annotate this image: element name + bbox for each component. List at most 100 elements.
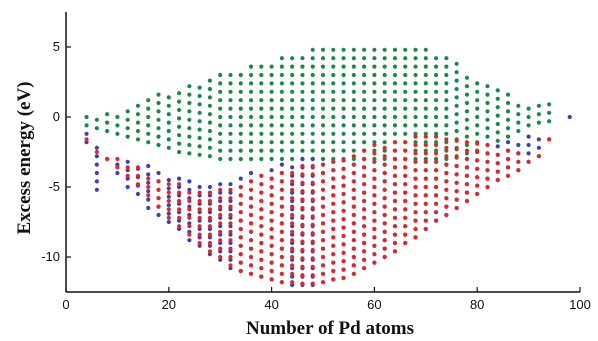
- data-point: [464, 182, 470, 187]
- data-point: [495, 121, 500, 127]
- data-point: [547, 110, 552, 115]
- data-point: [362, 198, 367, 204]
- data-point: [331, 131, 336, 136]
- data-point: [444, 145, 449, 150]
- data-point: [382, 123, 387, 128]
- data-point: [392, 165, 398, 170]
- data-point: [146, 184, 151, 190]
- data-point: [207, 224, 213, 229]
- data-point: [290, 131, 295, 136]
- data-point: [505, 134, 511, 139]
- data-point: [403, 72, 408, 78]
- data-point: [238, 201, 243, 206]
- data-point: [485, 168, 490, 173]
- data-point: [248, 254, 254, 260]
- data-point: [341, 140, 346, 145]
- data-point: [331, 64, 336, 69]
- data-point: [433, 106, 439, 111]
- data-point: [310, 205, 315, 211]
- data-point: [166, 219, 171, 225]
- data-point: [166, 112, 171, 117]
- data-point: [475, 166, 480, 171]
- data-point: [310, 106, 315, 111]
- data-point: [290, 246, 295, 251]
- data-point: [248, 238, 254, 243]
- data-point: [505, 126, 511, 131]
- data-point: [166, 145, 171, 150]
- data-point: [248, 72, 254, 78]
- data-point: [382, 89, 387, 94]
- data-point: [392, 182, 398, 187]
- data-point: [187, 126, 192, 131]
- data-point: [218, 98, 223, 103]
- data-point: [259, 224, 264, 229]
- data-point: [351, 179, 356, 184]
- data-point: [320, 246, 326, 251]
- data-point: [413, 106, 418, 111]
- data-point: [290, 106, 295, 111]
- data-point: [197, 110, 202, 115]
- data-point: [187, 190, 192, 195]
- data-point: [166, 211, 171, 216]
- data-point: [536, 120, 541, 125]
- data-point: [372, 184, 377, 190]
- data-point: [310, 163, 315, 169]
- data-point: [156, 187, 161, 192]
- data-point: [362, 114, 367, 120]
- data-point: [423, 72, 428, 78]
- data-point: [207, 184, 213, 190]
- data-point: [310, 47, 315, 52]
- data-point: [454, 95, 459, 100]
- data-point: [176, 198, 182, 204]
- data-point: [403, 190, 408, 195]
- data-point: [433, 210, 439, 215]
- data-point: [94, 117, 99, 122]
- data-point: [248, 196, 254, 201]
- data-point: [526, 134, 531, 139]
- data-point: [166, 190, 171, 195]
- data-point: [310, 264, 315, 269]
- data-point: [228, 81, 233, 86]
- data-point: [279, 271, 284, 276]
- data-point: [372, 123, 377, 128]
- data-point: [125, 109, 130, 114]
- data-point: [495, 96, 500, 101]
- data-point: [310, 98, 315, 103]
- data-point: [433, 184, 439, 190]
- data-point: [392, 140, 398, 145]
- data-point: [290, 72, 295, 78]
- data-point: [331, 168, 336, 173]
- data-point: [238, 140, 243, 145]
- data-point: [423, 176, 428, 181]
- data-point: [176, 176, 182, 181]
- data-point: [105, 112, 110, 117]
- data-point: [516, 142, 521, 148]
- data-point: [413, 151, 418, 156]
- data-point: [320, 47, 326, 52]
- data-point: [362, 240, 367, 246]
- data-point: [228, 72, 233, 78]
- data-point: [403, 207, 408, 212]
- data-point: [372, 47, 377, 52]
- data-point: [320, 123, 326, 128]
- data-point: [454, 205, 459, 211]
- data-point: [259, 190, 264, 195]
- data-point: [290, 196, 295, 201]
- data-point: [331, 226, 336, 232]
- data-point: [351, 162, 356, 167]
- data-point: [341, 114, 346, 120]
- data-point: [433, 159, 439, 164]
- data-point: [228, 98, 233, 103]
- data-point: [403, 106, 408, 111]
- data-point: [485, 84, 490, 89]
- data-point: [382, 140, 387, 145]
- data-point: [526, 151, 531, 156]
- data-point: [331, 123, 336, 128]
- data-point: [176, 133, 182, 138]
- data-point: [444, 56, 449, 61]
- data-point: [279, 162, 284, 167]
- data-point: [526, 123, 531, 128]
- data-point: [259, 114, 264, 120]
- data-point: [392, 156, 398, 162]
- data-point: [382, 187, 387, 192]
